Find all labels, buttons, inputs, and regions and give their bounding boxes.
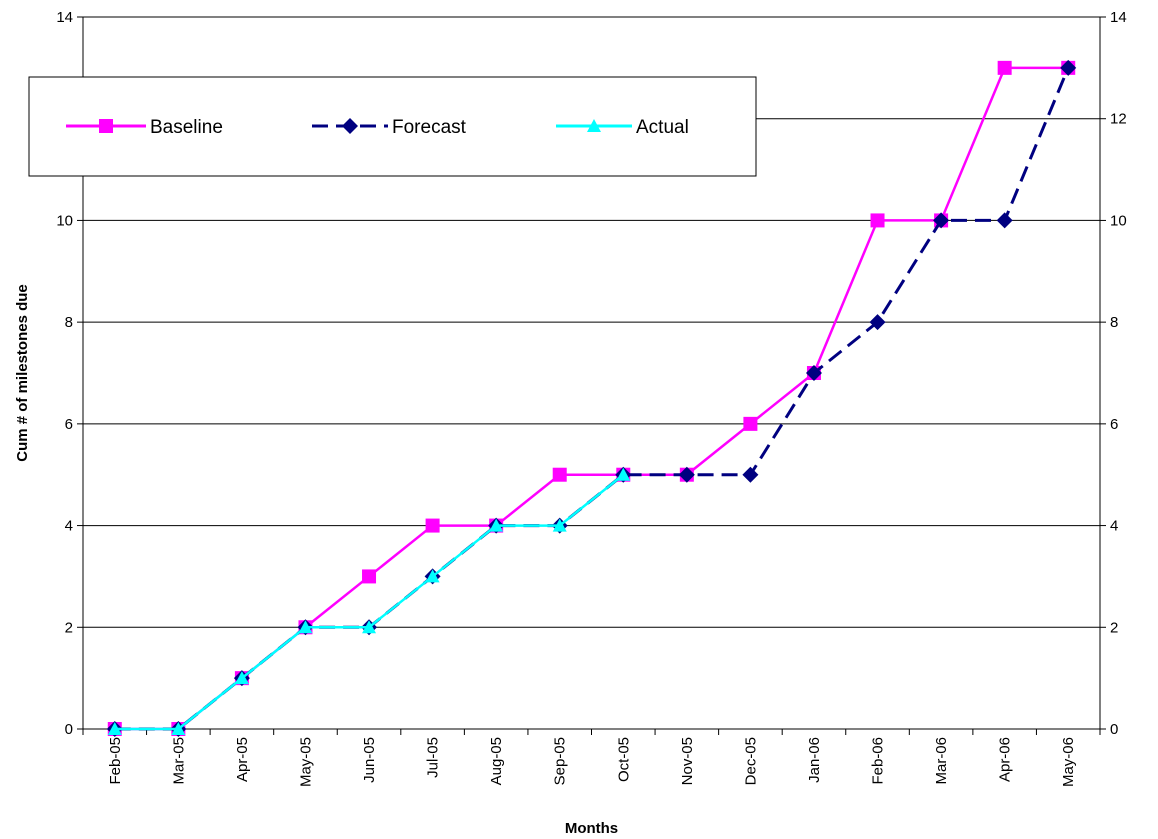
legend-swatch-marker	[587, 119, 601, 132]
legend-item-forecast: Forecast	[312, 117, 467, 138]
y2-tick-label: 2	[1110, 619, 1118, 636]
y-tick-label: 14	[56, 9, 73, 26]
forecast-point	[1060, 59, 1077, 76]
baseline-point	[552, 467, 567, 482]
baseline-point	[743, 416, 758, 431]
y-tick-label: 0	[65, 721, 73, 738]
forecast-point	[678, 466, 695, 483]
y-axis-title: Cum # of milestones due	[14, 284, 31, 462]
x-tick-label: Aug-05	[488, 737, 505, 785]
forecast-point	[805, 365, 822, 381]
legend-swatch-marker	[99, 119, 113, 133]
x-tick-label: Feb-05	[107, 737, 124, 785]
forecast-point	[996, 212, 1013, 229]
x-tick-label: May-05	[297, 737, 314, 787]
x-axis-title: Months	[565, 820, 618, 837]
actual-point	[616, 467, 631, 481]
x-tick-label: Sep-05	[552, 737, 569, 785]
x-tick-label: Dec-05	[742, 737, 759, 785]
actual-point	[552, 518, 567, 532]
x-tick-label: Mar-06	[933, 737, 950, 785]
baseline-point	[425, 518, 440, 533]
actual-point	[425, 569, 440, 583]
x-tick-label: Feb-06	[870, 737, 887, 785]
actual-point	[489, 518, 504, 532]
legend: Baseline Forecast Actual	[28, 76, 757, 177]
baseline-point	[997, 60, 1012, 75]
y2-tick-label: 4	[1110, 518, 1118, 535]
actual-point	[107, 722, 122, 735]
forecast-point	[869, 314, 886, 331]
legend-label: Baseline	[150, 117, 223, 138]
legend-item-actual: Actual	[556, 117, 689, 138]
x-tick-label: May-06	[1060, 737, 1077, 787]
x-tick-label: Apr-05	[234, 737, 251, 782]
y2-tick-label: 8	[1110, 314, 1118, 331]
x-tick-label: Jul-05	[425, 737, 442, 778]
y2-tick-label: 12	[1110, 111, 1127, 128]
forecast-point	[742, 466, 759, 483]
x-tick-label: Oct-05	[615, 737, 632, 782]
forecast-point	[933, 212, 950, 229]
y-tick-label: 10	[56, 212, 73, 229]
x-tick-label: Mar-05	[170, 737, 187, 785]
baseline-point	[362, 569, 377, 584]
baseline-point	[870, 213, 885, 228]
actual-point	[298, 620, 313, 634]
y2-tick-label: 14	[1110, 9, 1127, 26]
actual-point	[234, 671, 249, 685]
legend-label: Actual	[636, 117, 689, 138]
series-actual	[107, 467, 631, 735]
x-tick-label: Jun-05	[361, 737, 378, 783]
x-tick-label: Apr-06	[997, 737, 1014, 782]
actual-point	[171, 722, 186, 735]
series-layer	[106, 59, 1077, 737]
legend-box	[28, 76, 757, 177]
x-tick-label: Nov-05	[679, 737, 696, 785]
y-tick-label: 6	[65, 416, 73, 433]
legend-swatch-marker	[342, 118, 358, 134]
x-tick-label: Jan-06	[806, 737, 823, 783]
axes: 0022446688101012121414Feb-05Mar-05Apr-05…	[56, 9, 1126, 787]
y2-tick-label: 0	[1110, 721, 1118, 738]
actual-point	[362, 620, 377, 634]
y2-tick-label: 6	[1110, 416, 1118, 433]
legend-label: Forecast	[392, 117, 467, 138]
y2-tick-label: 10	[1110, 212, 1127, 229]
actual-line	[114, 473, 625, 731]
y-tick-label: 2	[65, 619, 73, 636]
y-tick-label: 8	[65, 314, 73, 331]
y-tick-label: 4	[65, 518, 73, 535]
legend-item-baseline: Baseline	[66, 117, 223, 138]
